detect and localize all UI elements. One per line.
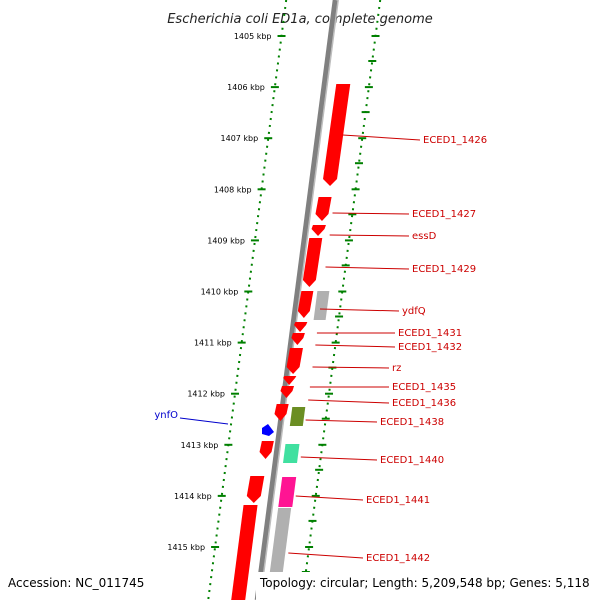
label-leader (300, 456, 378, 461)
label-leader (332, 212, 410, 215)
backbone-highlight (259, 0, 339, 600)
gene-label: ECED1_1431 (398, 328, 462, 339)
footer-backdrop (256, 572, 600, 600)
gene-rz (286, 348, 303, 374)
tick-label: 1411 kbp (194, 339, 232, 348)
tick-label: 1415 kbp (167, 543, 205, 552)
gene-ECED1-1429 (302, 238, 323, 287)
label-leader (308, 399, 390, 404)
gene-label: ECED1_1441 (366, 495, 430, 506)
gene-ECED1-1435 (283, 376, 297, 385)
gene-label: ynfO (154, 410, 178, 421)
gene-ynfO (262, 424, 274, 436)
tick-label: 1406 kbp (227, 83, 265, 92)
gene-ydfQ-part (297, 291, 314, 318)
label-leader (315, 344, 396, 348)
gene-label: ECED1_1427 (412, 209, 476, 220)
gene-ECED1-1441a (246, 476, 265, 503)
gene-ECED1-1442 (231, 505, 258, 600)
kbp-ruler: 1405 kbp 1406 kbp 1407 kbp 1408 kbp 1409 kbp… (167, 0, 382, 600)
tick-label: 1414 kbp (174, 492, 212, 501)
gene-label: ECED1_1426 (423, 135, 487, 146)
gene-ECED1-1426 (323, 84, 351, 186)
genome-backbone (254, 0, 339, 600)
outer-ruler (301, 0, 382, 600)
gene-ECED1-1431 (294, 322, 308, 332)
label-leader (329, 234, 410, 237)
gene-ECED1-1436 (280, 386, 295, 398)
label-leader (312, 366, 390, 369)
gene-ECED1-1441-pink (278, 477, 297, 507)
tick-label: 1409 kbp (207, 236, 245, 245)
gene-essD (311, 225, 326, 236)
label-leader (305, 419, 378, 423)
gene-label: ECED1_1436 (392, 398, 456, 409)
label-leader (342, 134, 421, 141)
tick-label: 1407 kbp (221, 134, 259, 143)
gene-ECED1-1427 (315, 197, 332, 221)
tick-label: 1413 kbp (181, 441, 219, 450)
tick-label: 1405 kbp (234, 32, 272, 41)
tick-label: 1408 kbp (214, 185, 252, 194)
label-leader (295, 495, 364, 501)
gene-olive (289, 407, 306, 426)
gene-label: rz (392, 363, 401, 374)
gene-label: ECED1_1432 (398, 342, 462, 353)
gene-ydfQ-grey (313, 291, 330, 320)
gene-label: ECED1_1442 (366, 553, 430, 564)
gene-ECED1-1440 (259, 441, 274, 459)
map-title: Escherichia coli ED1a, complete genome (167, 12, 433, 27)
label-leader (325, 266, 410, 270)
gene-label: ECED1_1429 (412, 264, 476, 275)
gene-ECED1-1432 (291, 333, 305, 345)
gene-label: ECED1_1435 (392, 382, 456, 393)
inner-ruler (207, 0, 288, 600)
label-leader (288, 552, 364, 559)
backbone-line (254, 0, 338, 600)
label-leader (320, 308, 400, 312)
gene-teal (283, 444, 300, 463)
gene-ECED1-1438 (274, 404, 289, 421)
tick-label: 1412 kbp (187, 390, 225, 399)
gene-label: ECED1_1440 (380, 455, 444, 466)
label-leader (179, 417, 229, 425)
gene-label: essD (412, 231, 437, 242)
gene-labels: ECED1_1426 ECED1_1427 essD ECED1_1429 ydfQ EC… (154, 134, 487, 564)
gene-label: ECED1_1438 (380, 417, 444, 428)
topology-text: Topology: circular; Length: 5,209,548 bp… (259, 576, 590, 590)
accession-text: Accession: NC_011745 (8, 576, 144, 590)
tick-label: 1410 kbp (201, 288, 239, 297)
gene-label: ydfQ (402, 306, 426, 317)
